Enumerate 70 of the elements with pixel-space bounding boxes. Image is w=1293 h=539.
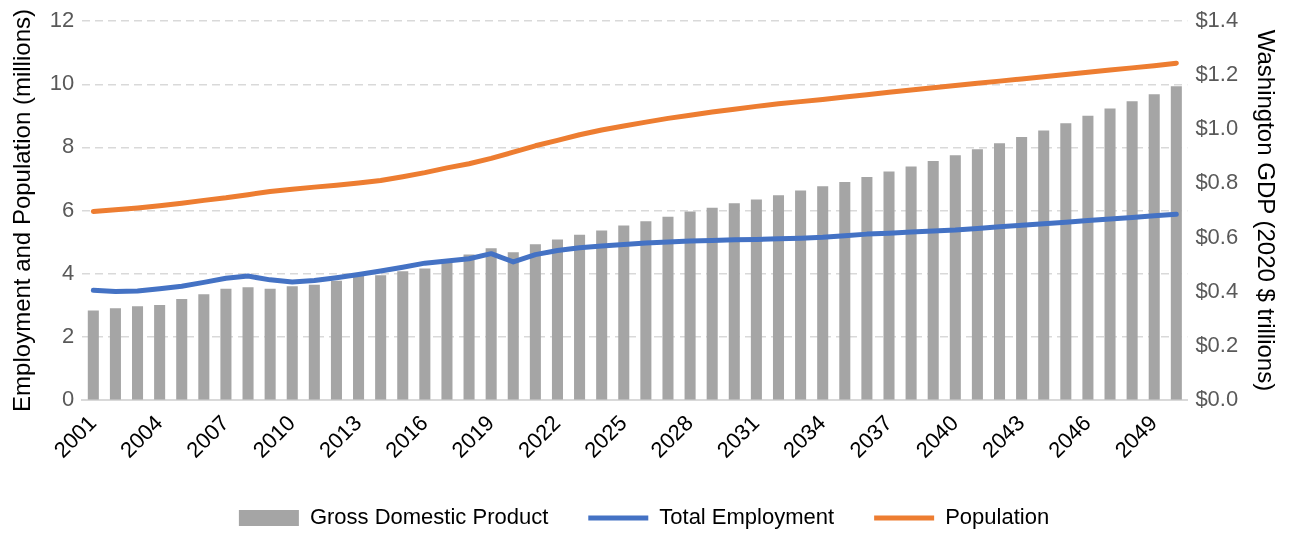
bar [154,305,166,400]
bar [817,186,829,400]
bar [198,294,210,400]
bar [551,239,563,400]
y2-tick-label: $0.2 [1195,331,1239,357]
y-tick-label: 2 [62,322,75,348]
bar [772,195,785,400]
bar [264,288,276,400]
bar [905,166,917,400]
bar [662,216,674,400]
bar [1126,101,1138,400]
bar [308,284,320,400]
bar [861,176,873,400]
y2-tick-label: $1.0 [1195,115,1239,141]
bar [419,268,431,400]
bar [927,160,939,400]
y2-tick-label: $0.0 [1195,385,1239,411]
bar [795,190,807,400]
bar [353,275,365,400]
bar [750,199,762,400]
bar [1060,123,1072,400]
y-tick-label: 0 [62,385,75,411]
legend-label: Population [945,504,1050,530]
bar [728,203,740,400]
y2-tick-label: $0.4 [1195,277,1239,303]
bar [242,287,254,400]
bar [949,155,961,400]
y2-tick-label: $1.4 [1195,7,1239,33]
bar [176,298,188,400]
y-tick-label: 4 [62,259,75,285]
bar [684,211,696,400]
bar [109,308,121,400]
bar [220,288,232,400]
bar [640,221,652,400]
bar [1016,136,1028,400]
bar [1104,108,1116,400]
bar [397,271,409,400]
bar [286,286,298,400]
bar [618,225,630,400]
bar [1148,94,1160,400]
bar [375,275,387,400]
y-tick-label: 10 [49,70,75,96]
y-axis-title: Employment and Population (millions) [8,9,36,412]
y2-tick-label: $0.6 [1195,223,1239,249]
bar [574,234,586,400]
y2-tick-label: $0.8 [1195,169,1239,195]
bar [883,171,895,400]
bar [529,244,541,400]
bar [441,261,453,400]
bar [330,280,342,400]
bar [132,306,144,400]
bar [993,143,1006,400]
y2-tick-label: $1.2 [1195,61,1239,87]
bar [463,254,475,400]
bar [596,230,608,400]
y-tick-label: 6 [62,196,75,222]
bar [971,149,983,400]
y2-axis-title: Washington GDP (2020 $ trillions) [1252,29,1280,392]
bar [1038,130,1050,400]
bar [1170,86,1182,400]
y-tick-label: 8 [62,133,75,159]
bar [485,248,497,400]
bar [507,252,519,400]
bar [839,182,851,400]
legend-label: Total Employment [659,504,835,530]
bar [706,207,718,400]
y-tick-label: 12 [49,7,75,33]
legend-label: Gross Domestic Product [309,504,549,530]
bar [1082,115,1094,400]
bar [87,310,99,400]
